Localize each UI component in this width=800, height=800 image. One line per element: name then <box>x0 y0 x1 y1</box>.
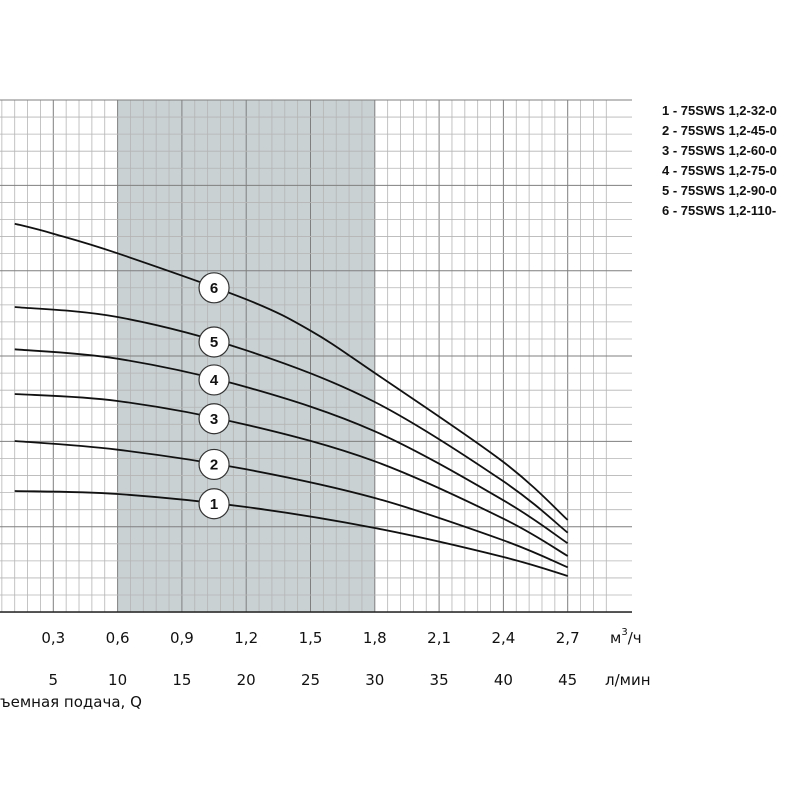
chart-grid <box>0 99 632 613</box>
legend: 1 - 75SWS 1,2-32-0 2 - 75SWS 1,2-45-0 3 … <box>662 103 777 218</box>
curve-marker-4 <box>198 364 230 396</box>
tick-m3h-4: 1,2 <box>234 629 258 647</box>
tick-lmin-0: 5 <box>49 671 59 689</box>
performance-curves <box>14 222 569 577</box>
curve-marker-6 <box>198 272 230 304</box>
tick-m3h-1: 0,3 <box>41 629 65 647</box>
curve-marker-2 <box>198 448 230 481</box>
axis-ticks: 00,30,60,91,21,51,82,12,42,7510152025303… <box>41 629 580 689</box>
tick-m3h-2: 0,6 <box>106 629 130 647</box>
tick-lmin-5: 30 <box>365 671 384 689</box>
curve-marker-5 <box>198 326 230 358</box>
tick-lmin-6: 35 <box>430 671 449 689</box>
curve-3 <box>14 393 569 557</box>
tick-m3h-3: 0,9 <box>170 629 194 647</box>
legend-entry-1: 1 - 75SWS 1,2-32-0 <box>662 103 777 118</box>
curve-marker-1 <box>198 488 230 520</box>
legend-entry-5: 5 - 75SWS 1,2-90-0 <box>662 183 777 198</box>
tick-lmin-2: 15 <box>172 671 191 689</box>
tick-m3h-5: 1,5 <box>299 629 323 647</box>
tick-lmin-8: 45 <box>558 671 577 689</box>
curve-marker-label-3: 3 <box>210 411 218 428</box>
tick-lmin-3: 20 <box>237 671 256 689</box>
curve-2 <box>14 440 569 569</box>
legend-entry-3: 3 - 75SWS 1,2-60-0 <box>662 143 777 158</box>
curve-marker-label-5: 5 <box>210 334 218 351</box>
tick-m3h-6: 1,8 <box>363 629 387 647</box>
curve-5 <box>14 306 569 534</box>
curve-6 <box>14 222 569 521</box>
x-axis-label: ъемная подача, Q <box>0 693 142 711</box>
unit-lmin: л/мин <box>605 671 651 689</box>
curve-marker-label-1: 1 <box>210 496 218 513</box>
tick-lmin-1: 10 <box>108 671 127 689</box>
curve-marker-label-6: 6 <box>210 280 218 297</box>
legend-entry-6: 6 - 75SWS 1,2-110- <box>662 203 776 218</box>
legend-entry-4: 4 - 75SWS 1,2-75-0 <box>662 163 777 178</box>
curve-marker-3 <box>198 403 230 435</box>
tick-m3h-9: 2,7 <box>556 629 580 647</box>
unit-m3h: м3/ч <box>610 627 642 647</box>
tick-m3h-8: 2,4 <box>491 629 515 647</box>
curve-marker-label-4: 4 <box>210 372 219 389</box>
tick-lmin-7: 40 <box>494 671 513 689</box>
curve-marker-label-2: 2 <box>210 456 218 473</box>
curve-markers: 1 2 3 4 5 6 <box>198 272 230 520</box>
curve-1 <box>14 490 568 577</box>
tick-m3h-7: 2,1 <box>427 629 451 647</box>
tick-lmin-4: 25 <box>301 671 320 689</box>
curve-4 <box>14 348 569 545</box>
legend-entry-2: 2 - 75SWS 1,2-45-0 <box>662 123 777 138</box>
